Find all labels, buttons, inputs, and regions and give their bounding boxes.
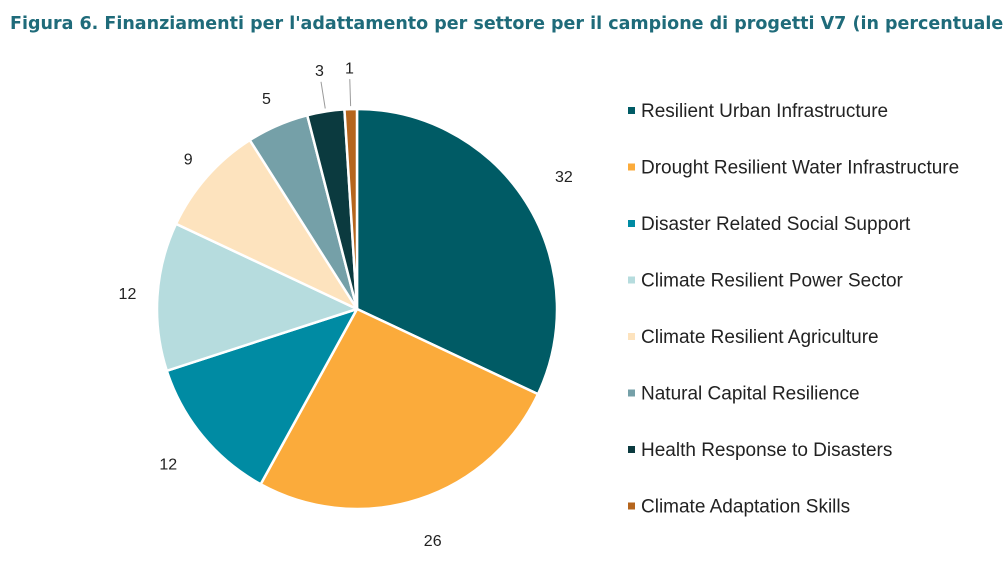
data-label-climate-adaptation-skills: 1	[345, 60, 354, 77]
leader-lines	[320, 79, 352, 109]
legend-swatch	[628, 502, 635, 510]
legend-label: Natural Capital Resilience	[641, 384, 860, 405]
legend-label: Resilient Urban Infrastructure	[641, 101, 888, 122]
leader-line-climate-adaptation-skills	[349, 79, 352, 107]
legend-label: Climate Resilient Power Sector	[641, 271, 904, 292]
pie-slice-resilient-urban-infrastructure	[355, 107, 559, 396]
legend-item-climate-resilient-power-sector: Climate Resilient Power Sector	[628, 271, 904, 292]
legend-swatch	[628, 276, 635, 284]
legend-swatch	[628, 107, 635, 114]
legend-item-health-response-to-disasters: Health Response to Disasters	[628, 440, 892, 461]
legend-swatch	[628, 333, 635, 340]
data-labels: 32 26 12 12 9 5 3 1	[119, 60, 573, 550]
legend-swatch	[628, 163, 635, 171]
chart-title: Figura 6. Finanziamenti per l'adattament…	[10, 14, 1004, 34]
data-label-drought-resilient-water-infrastructure: 26	[424, 533, 442, 550]
legend-item-resilient-urban-infrastructure: Resilient Urban Infrastructure	[628, 101, 888, 122]
legend-swatch	[628, 446, 635, 453]
legend-item-climate-adaptation-skills: Climate Adaptation Skills	[628, 497, 850, 518]
legend: Resilient Urban Infrastructure Drought Re…	[628, 101, 959, 518]
legend-item-natural-capital-resilience: Natural Capital Resilience	[628, 384, 860, 405]
legend-label: Health Response to Disasters	[641, 440, 892, 461]
data-label-health-response-to-disasters: 3	[315, 63, 324, 80]
leader-line-health-response-to-disasters	[320, 81, 326, 109]
data-label-disaster-related-social-support: 12	[159, 456, 177, 473]
pie-slices	[155, 107, 559, 511]
pie-slice-climate-adaptation-skills	[343, 107, 359, 311]
data-label-climate-resilient-power-sector: 12	[119, 286, 137, 303]
legend-swatch	[628, 220, 635, 227]
legend-label: Disaster Related Social Support	[641, 214, 911, 235]
legend-swatch	[628, 389, 635, 397]
data-label-resilient-urban-infrastructure: 32	[555, 169, 573, 186]
legend-label: Drought Resilient Water Infrastructure	[641, 158, 959, 179]
pie-slice-climate-resilient-power-sector	[155, 222, 359, 373]
legend-label: Climate Adaptation Skills	[641, 497, 850, 518]
legend-item-drought-resilient-water-infrastructure: Drought Resilient Water Infrastructure	[628, 158, 959, 179]
data-label-climate-resilient-agriculture: 9	[184, 151, 193, 168]
legend-label: Climate Resilient Agriculture	[641, 327, 879, 348]
legend-item-disaster-related-social-support: Disaster Related Social Support	[628, 214, 911, 235]
data-label-natural-capital-resilience: 5	[262, 91, 271, 108]
pie-slice-climate-resilient-agriculture	[174, 138, 359, 311]
pie-slice-disaster-related-social-support	[165, 307, 359, 486]
legend-item-climate-resilient-agriculture: Climate Resilient Agriculture	[628, 327, 879, 348]
